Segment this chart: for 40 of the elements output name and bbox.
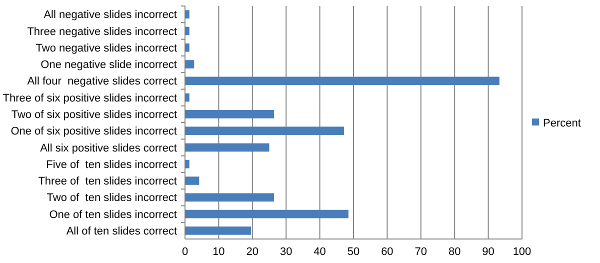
x-tick-label: 50 <box>347 246 360 258</box>
x-tick-label: 0 <box>182 246 188 258</box>
bar <box>185 10 190 18</box>
bar <box>185 160 190 168</box>
y-tick-label: One of ten slides incorrect <box>49 208 177 221</box>
y-tick-label: All six positive slides correct <box>40 142 177 154</box>
y-tick-label: One negative slide incorrect <box>40 59 177 72</box>
bar <box>185 176 200 185</box>
bar <box>185 76 500 86</box>
bar <box>185 143 270 152</box>
x-tick-label: 100 <box>512 246 532 258</box>
x-tick-label: 80 <box>448 246 461 258</box>
bar <box>185 226 252 235</box>
bar <box>185 126 344 135</box>
bar <box>185 110 274 118</box>
x-tick-label: 10 <box>212 246 225 258</box>
legend-label: Percent <box>543 117 581 130</box>
y-tick-label: Two negative slides incorrect <box>36 42 177 54</box>
x-tick-label: 20 <box>246 246 259 258</box>
y-tick-label: Two of six positive slides incorrect <box>11 109 177 122</box>
x-tick-label: 60 <box>381 246 394 258</box>
bar <box>185 26 190 36</box>
y-tick-label: Five of ten slides incorrect <box>46 158 177 171</box>
y-tick-label: Two of ten slides incorrect <box>46 192 177 204</box>
bar <box>185 43 190 52</box>
bar <box>185 93 190 102</box>
bar <box>185 210 348 218</box>
x-tick-label: 70 <box>414 246 428 258</box>
y-tick-label: Three of ten slides incorrect <box>38 176 177 188</box>
y-tick-label: All four negative slides correct <box>27 76 177 88</box>
x-tick-label: 40 <box>314 246 326 258</box>
y-tick-label: One of six positive slides incorrect <box>10 126 177 138</box>
x-tick-label: 30 <box>280 246 292 258</box>
x-tick-label: 90 <box>482 246 494 258</box>
y-tick-label: Three of six positive slides incorrect <box>2 92 177 104</box>
y-tick-label: All of ten slides correct <box>66 226 177 238</box>
bar <box>185 60 194 68</box>
y-tick-label: All negative slides incorrect <box>44 9 177 22</box>
y-tick-label: Three negative slides incorrect <box>27 26 177 38</box>
bar <box>185 193 274 202</box>
